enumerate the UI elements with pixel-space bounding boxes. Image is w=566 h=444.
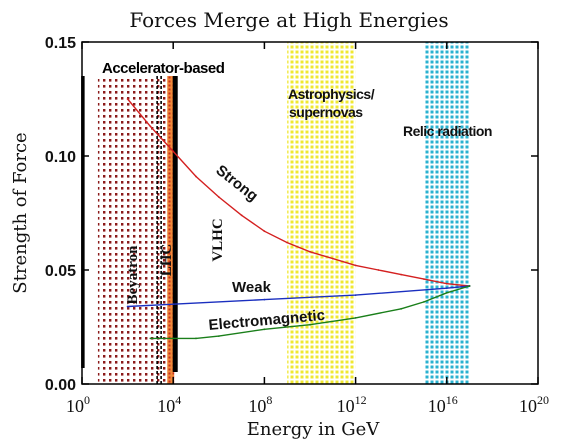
series-point [354,317,357,319]
x-tick-base: 10 [66,396,84,416]
x-tick-base: 10 [337,396,355,416]
series-point [126,305,129,308]
series-point [240,214,243,217]
series-point [172,337,175,340]
x-axis-label: Energy in GeV [247,419,381,440]
x-tick-base: 10 [157,396,175,416]
y-axis-label: Strength of Force [10,132,31,293]
series-point [172,150,175,153]
region-label-relic: Relic radiation [403,123,492,139]
y-tick-label: 0.10 [45,149,76,166]
region-band [287,42,356,384]
machine-layer [81,76,178,384]
series-point [400,307,403,310]
series-point [354,264,357,267]
force-label-weak: Weak [232,279,272,296]
series-point [354,294,357,296]
machine-label: VLHC [210,218,226,261]
x-tick-exp: 4 [175,393,181,407]
series-point [195,175,197,178]
region-band [424,42,470,384]
series-layer [126,98,471,340]
series-point [263,328,266,331]
series-point [400,273,403,276]
series-point [445,282,448,285]
series-point [217,335,220,337]
x-tick-base: 10 [428,396,446,416]
series-point [286,241,289,244]
series-point [149,337,152,340]
series-point [377,269,380,271]
series-line [127,285,470,308]
chart-title: Forces Merge at High Energies [129,8,448,32]
x-tick-base: 10 [248,396,266,416]
x-tick-label: 1020 [519,393,549,416]
series-point [172,303,175,306]
region-band-accent [167,76,175,384]
series-point [423,301,425,303]
series-point [126,98,129,100]
y-tick-label: 0.00 [45,377,76,394]
plot-frame [81,41,539,385]
series-point [149,125,152,128]
y-tick-label: 0.15 [45,35,76,52]
x-tick-label: 100 [66,393,90,416]
region-label-accelerator: Accelerator-based [102,60,225,77]
series-point [309,323,311,326]
series-point [263,298,266,301]
x-tick-label: 104 [157,393,181,416]
series-point [217,196,220,198]
series-point [468,285,471,287]
x-tick-exp: 0 [84,393,90,407]
series-point [263,230,266,233]
x-tick-exp: 20 [537,393,549,407]
label-layer: Accelerator-based Astrophysics/supernovas… [102,60,492,334]
x-tick-label: 108 [248,393,272,416]
series-line [127,98,470,287]
region-label-astrophysics-line2: supernovas [289,104,363,120]
series-point [423,278,425,280]
region-label-astrophysics: Astrophysics/ [288,86,375,102]
region-layer [97,42,470,384]
x-tick-exp: 16 [446,393,458,407]
machine-label: LHC [159,244,175,277]
series-point [331,257,334,260]
series-point [445,287,448,290]
x-tick-label: 1016 [428,393,458,416]
x-tick-exp: 8 [266,393,272,407]
series-point [195,337,197,340]
series-point [309,250,311,253]
x-tick-base: 10 [519,396,537,416]
x-tick-exp: 12 [355,393,367,407]
series-point [445,291,448,294]
machine-label: Beyatron [125,245,141,305]
x-tick-label: 1012 [337,393,367,416]
y-tick-label: 0.05 [45,263,76,280]
